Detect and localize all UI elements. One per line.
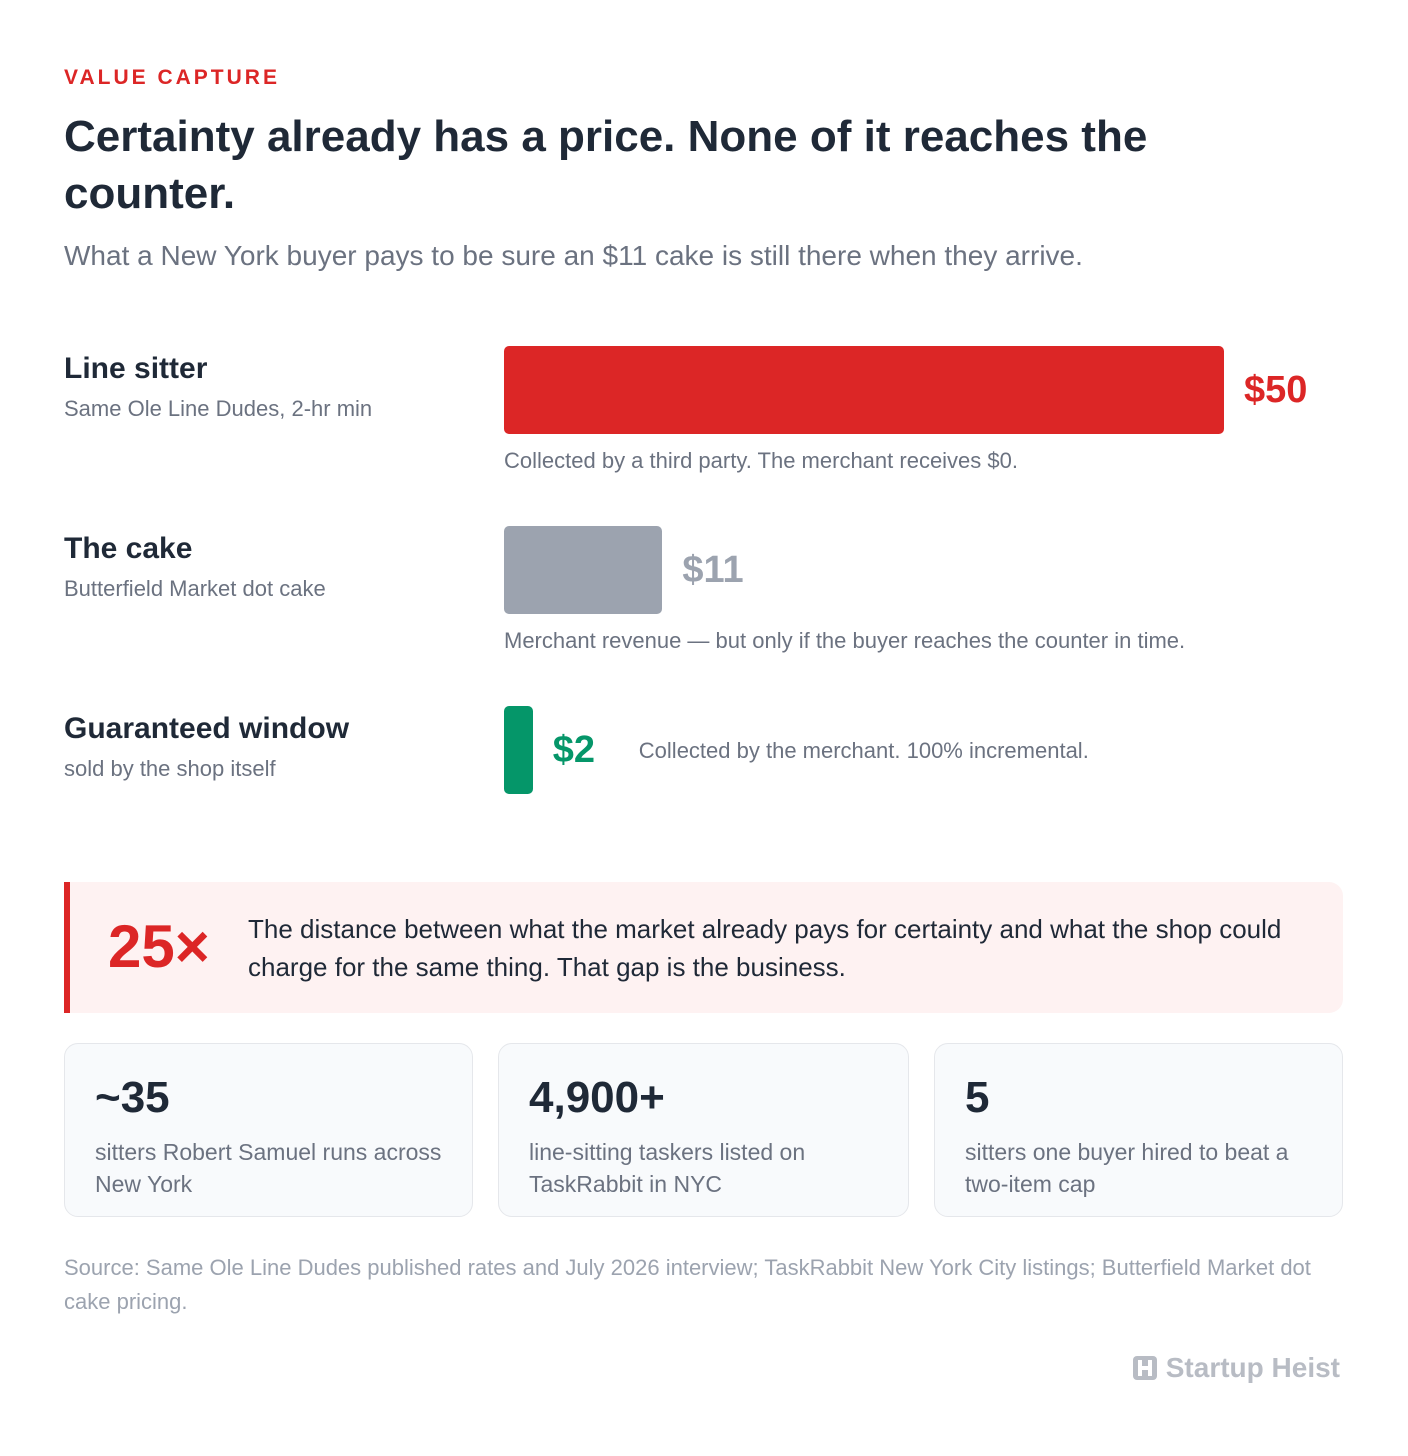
row-label: The cake [64,532,193,565]
callout-box [64,882,1343,1013]
brand: Startup Heist [1132,1352,1340,1384]
stat-card: 5 sitters one buyer hired to beat a two-i… [934,1043,1343,1217]
stat-card: ~35 sitters Robert Samuel runs across New… [64,1043,473,1217]
brand-icon [1132,1356,1157,1380]
subtitle: What a New York buyer pays to be sure an… [64,240,1083,271]
bar-note: Collected by a third party. The merchant… [504,448,1018,473]
bar-note: Collected by the merchant. 100% incremen… [638,738,1089,763]
bar [504,346,1224,434]
value-label: $2 [552,729,596,771]
stat-label: sitters one buyer hired to beat a two-it… [965,1139,1289,1197]
callout-text: The distance between what the market alr… [248,914,1282,982]
row-subtitle: sold by the shop itself [64,756,276,781]
row-subtitle: Butterfield Market dot cake [64,576,326,601]
bar [504,706,533,794]
title: Certainty already has a price. None of i… [64,112,1148,218]
stat-value: 4,900+ [529,1073,665,1122]
value-label: $11 [682,549,744,591]
bar-note: Merchant revenue — but only if the buyer… [504,628,1186,653]
value-label: $50 [1244,369,1308,411]
callout-value: 25× [108,913,210,980]
brand-name: Startup Heist [1165,1352,1340,1383]
stat-card: 4,900+ line-sitting taskers listed on Tas… [498,1043,909,1217]
stat-value: 5 [965,1073,990,1122]
bar [504,526,663,614]
row-subtitle: Same Ole Line Dudes, 2-hr min [64,396,373,421]
stat-label: line-sitting taskers listed on TaskRabbi… [529,1139,806,1197]
source: Source: Same Ole Line Dudes published ra… [64,1255,1311,1314]
stat-value: ~35 [95,1073,170,1122]
eyebrow: VALUE CAPTURE [64,66,280,89]
row-label: Guaranteed window [64,712,350,745]
row-label: Line sitter [64,352,208,385]
stat-label: sitters Robert Samuel runs across New Yo… [95,1139,442,1197]
